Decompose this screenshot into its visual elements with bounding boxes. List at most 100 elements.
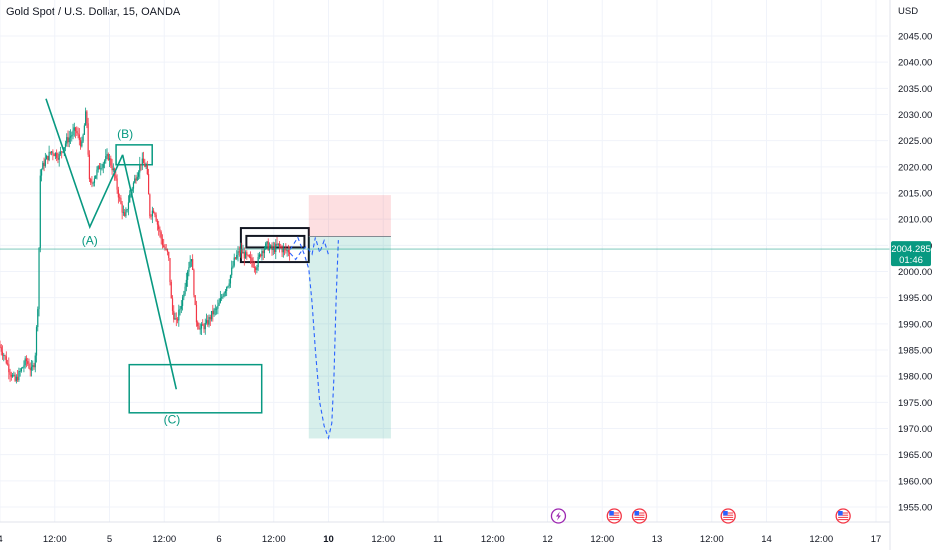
candle-body bbox=[171, 298, 174, 311]
candle-body bbox=[23, 365, 25, 368]
price-tick-label: 1970.000 bbox=[898, 424, 932, 435]
candle-body bbox=[173, 310, 175, 320]
candle-body bbox=[215, 308, 218, 310]
candle-body bbox=[239, 249, 242, 253]
b-zone-box bbox=[115, 144, 153, 166]
candle-body bbox=[77, 133, 79, 135]
candle-body bbox=[9, 372, 11, 375]
candle-body bbox=[42, 162, 44, 170]
candle-body bbox=[158, 224, 160, 230]
candle-body bbox=[4, 355, 6, 357]
candle-body bbox=[27, 361, 29, 364]
candle-body bbox=[11, 375, 14, 377]
candle-body bbox=[287, 250, 289, 253]
candle-body bbox=[0, 347, 2, 352]
candle-body bbox=[223, 292, 225, 297]
candle-body bbox=[101, 167, 103, 169]
candle-body bbox=[132, 182, 135, 189]
candle-body bbox=[188, 267, 190, 272]
candle-body bbox=[160, 232, 162, 239]
candle-body bbox=[96, 169, 98, 176]
candle-body bbox=[193, 269, 195, 296]
candle-body bbox=[30, 366, 33, 371]
candle-body bbox=[270, 245, 272, 248]
candle-body bbox=[144, 163, 146, 167]
candle-body bbox=[1, 351, 4, 356]
economic-events bbox=[550, 508, 851, 524]
candle-body bbox=[278, 243, 281, 247]
candle-body bbox=[242, 252, 244, 254]
time-tick-label: 5 bbox=[107, 534, 112, 545]
candle-body bbox=[285, 248, 287, 251]
price-tick-label: 2020.000 bbox=[898, 162, 932, 173]
candle-body bbox=[59, 151, 62, 154]
candle-body bbox=[58, 153, 60, 160]
candle-body bbox=[257, 256, 259, 268]
price-tag-value: 2004.285 bbox=[891, 244, 931, 255]
candle-body bbox=[197, 322, 199, 327]
candle-body bbox=[45, 155, 48, 160]
price-axis-currency: USD bbox=[898, 6, 918, 17]
price-tick-label: 2010.000 bbox=[898, 215, 932, 226]
candle-body bbox=[212, 310, 214, 315]
candle-body bbox=[0, 344, 1, 348]
candle-body bbox=[134, 178, 136, 183]
candle-body bbox=[194, 295, 196, 306]
candle-body bbox=[275, 243, 277, 252]
candle-body bbox=[142, 158, 145, 164]
wave-b-label: (B) bbox=[117, 127, 133, 141]
short-position-tool bbox=[308, 195, 391, 439]
candle-body bbox=[13, 374, 15, 376]
chart-title: Gold Spot / U.S. Dollar, 15, OANDA bbox=[6, 6, 181, 18]
candle-body bbox=[56, 152, 58, 159]
candle-body bbox=[8, 364, 10, 373]
candle-body bbox=[110, 158, 112, 166]
candle-body bbox=[127, 202, 130, 210]
wave-c-label: (C) bbox=[164, 412, 181, 426]
candle-body bbox=[32, 365, 34, 367]
wave-drawings: (A) (C) (B) bbox=[45, 98, 181, 426]
candle-body bbox=[276, 243, 278, 245]
time-tick-label: 12:00 bbox=[152, 534, 176, 545]
candle-body bbox=[179, 308, 181, 310]
candle-body bbox=[218, 302, 220, 306]
candle-body bbox=[5, 356, 7, 364]
candle-body bbox=[202, 324, 204, 326]
candle-body bbox=[71, 135, 73, 137]
price-tick-label: 1995.000 bbox=[898, 293, 932, 304]
candle-body bbox=[165, 249, 167, 250]
time-tick-label: 17 bbox=[871, 534, 882, 545]
candle-body bbox=[156, 221, 159, 225]
time-axis: 4 12:00 5 12:00 6 12:00 10 12:00 11 12:00 12 12:00 1… bbox=[0, 521, 890, 545]
candle-body bbox=[137, 172, 140, 177]
time-tick-label: 12 bbox=[542, 534, 553, 545]
candle-body bbox=[146, 165, 148, 175]
candle-body bbox=[249, 257, 252, 259]
flag-canton bbox=[609, 511, 614, 516]
candle-body bbox=[61, 151, 63, 153]
candle-body bbox=[248, 255, 250, 258]
candle-body bbox=[129, 194, 131, 203]
candle-body bbox=[229, 275, 232, 284]
candle-body bbox=[149, 194, 151, 217]
candle-body bbox=[116, 178, 118, 190]
candle-body bbox=[241, 249, 243, 254]
candle-body bbox=[207, 320, 209, 325]
candle-body bbox=[93, 178, 96, 183]
candle-body bbox=[39, 175, 41, 248]
candle-body bbox=[222, 296, 224, 298]
candle-body bbox=[261, 251, 263, 257]
candle-body bbox=[268, 247, 271, 251]
candle-body bbox=[280, 246, 282, 248]
candle-body bbox=[107, 154, 109, 160]
candle-body bbox=[237, 251, 239, 255]
candle-body bbox=[236, 254, 238, 259]
candle-body bbox=[169, 258, 171, 283]
candle-body bbox=[100, 168, 102, 170]
candle-body bbox=[135, 178, 137, 181]
candle-body bbox=[168, 252, 170, 259]
candle-body bbox=[98, 165, 101, 170]
candle-body bbox=[17, 376, 19, 381]
